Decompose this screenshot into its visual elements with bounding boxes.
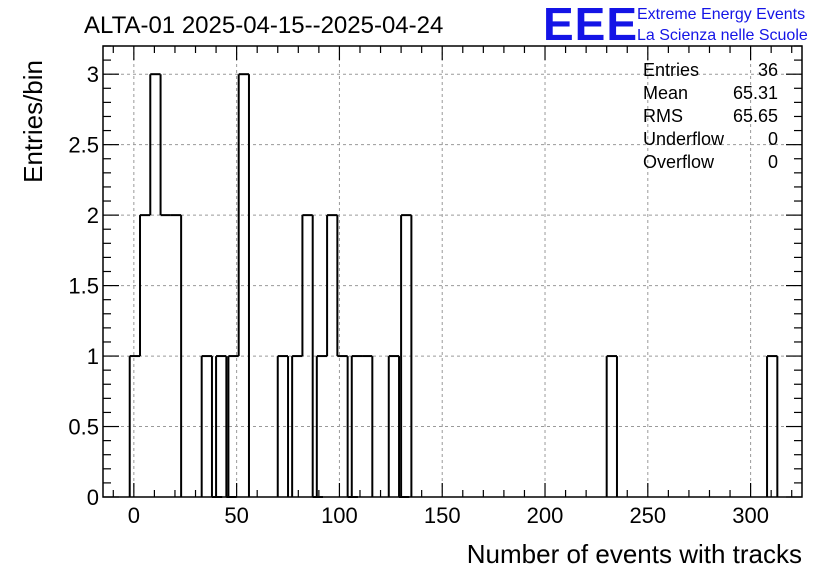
x-tick-label: 50: [224, 503, 248, 528]
y-axis-label: Entries/bin: [18, 60, 48, 183]
stats-label-entries: Entries: [643, 60, 699, 80]
eee-logo-line2: La Scienza nelle Scuole: [637, 27, 808, 44]
chart-title: ALTA-01 2025-04-15--2025-04-24: [84, 12, 443, 39]
eee-logo: EEE Extreme Energy Events La Scienza nel…: [543, 0, 808, 50]
histogram-bars: [128, 73, 779, 498]
stats-value-mean: 65.31: [733, 83, 778, 103]
x-axis-label: Number of events with tracks: [467, 539, 802, 569]
x-tick-label: 200: [527, 503, 564, 528]
x-tick-label: 150: [424, 503, 461, 528]
x-tick-label: 100: [321, 503, 358, 528]
y-tick-label: 0.5: [68, 415, 99, 440]
stats-label-overflow: Overflow: [643, 152, 715, 172]
stats-label-rms: RMS: [643, 106, 683, 126]
stats-box: Entries 36 Mean 65.31 RMS 65.65 Underflow 0 Over…: [643, 60, 778, 172]
plot-frame: [102, 45, 803, 498]
y-tick-label: 1: [87, 344, 99, 369]
stats-value-underflow: 0: [768, 129, 778, 149]
stats-label-underflow: Underflow: [643, 129, 725, 149]
x-tick-label: 300: [732, 503, 769, 528]
eee-logo-line1: Extreme Energy Events: [637, 6, 805, 23]
grid: [103, 46, 802, 497]
y-tick-label: 3: [87, 62, 99, 87]
y-tick-label: 1.5: [68, 274, 99, 299]
eee-logo-mark: EEE: [543, 0, 638, 50]
stats-value-entries: 36: [758, 60, 778, 80]
x-tick-label: 250: [629, 503, 666, 528]
x-tick-label: 0: [128, 503, 140, 528]
stats-value-rms: 65.65: [733, 106, 778, 126]
stats-value-overflow: 0: [768, 152, 778, 172]
y-tick-label: 0: [87, 485, 99, 510]
stats-label-mean: Mean: [643, 83, 688, 103]
y-tick-label: 2: [87, 203, 99, 228]
axes: 0 50 100 150 200 250 300 0 0.5 1 1.5 2 2.5 3: [68, 45, 803, 528]
y-tick-label: 2.5: [68, 133, 99, 158]
